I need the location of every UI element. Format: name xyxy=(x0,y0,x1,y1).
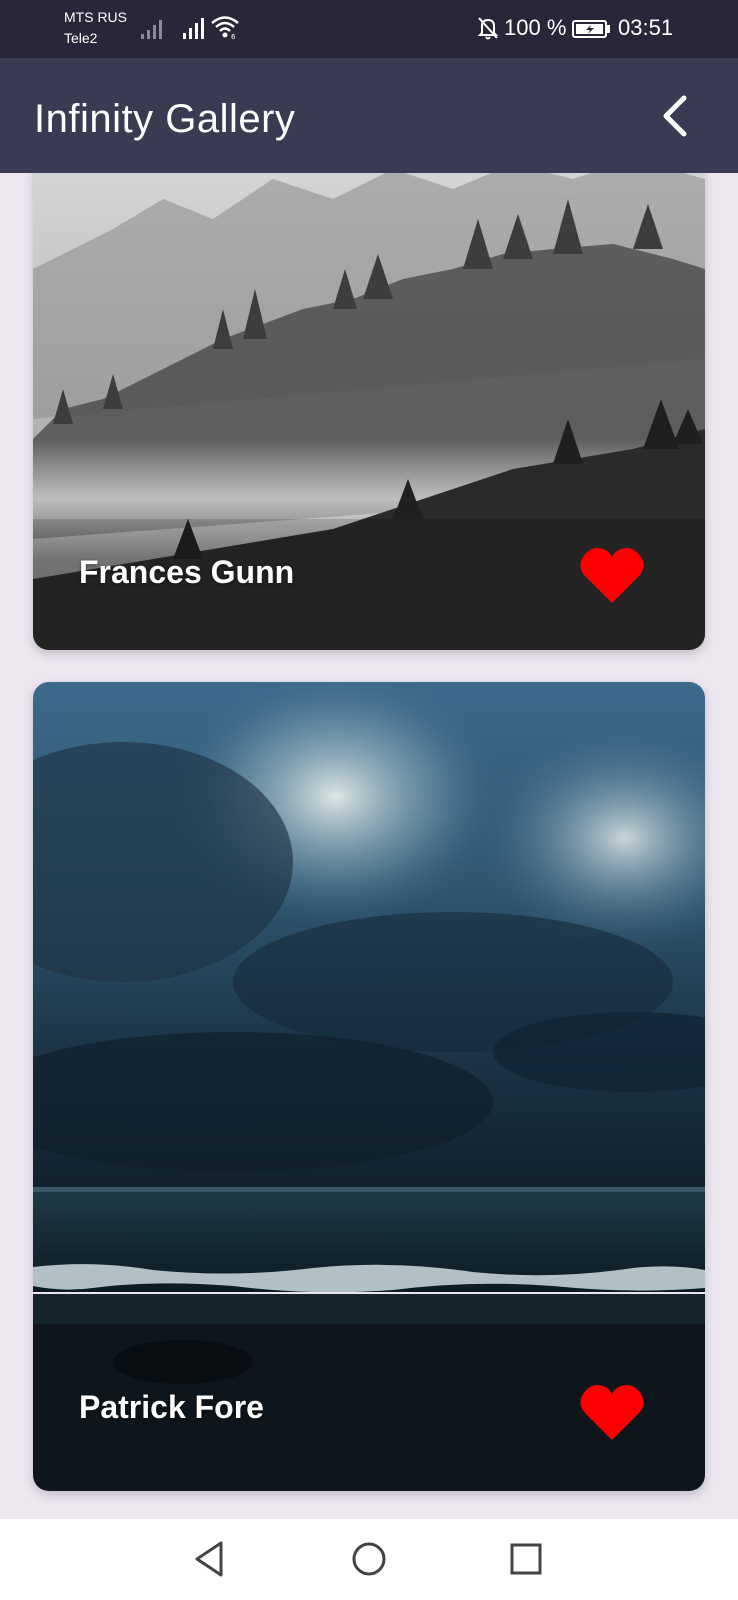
recents-square-icon[interactable] xyxy=(506,1539,546,1579)
wifi-icon: 6 xyxy=(211,16,239,40)
author-name: Frances Gunn xyxy=(79,554,295,590)
photo-stormy-sea[interactable] xyxy=(33,682,705,1491)
heart-icon[interactable] xyxy=(579,545,645,605)
carrier-name-primary: MTS RUS xyxy=(64,9,127,25)
gallery-card[interactable]: Frances Gunn xyxy=(33,173,705,650)
author-name: Patrick Fore xyxy=(79,1389,264,1425)
back-triangle-icon[interactable] xyxy=(191,1539,231,1579)
heart-icon[interactable] xyxy=(579,1382,645,1442)
page-title: Infinity Gallery xyxy=(34,97,296,141)
gallery-card[interactable]: Patrick Fore xyxy=(33,682,705,1491)
status-bar: MTS RUS Tele2 6 100 % 03:51 xyxy=(0,0,738,58)
svg-text:6: 6 xyxy=(231,33,236,40)
carrier-name-secondary: Tele2 xyxy=(64,30,98,46)
notifications-off-icon xyxy=(477,17,499,40)
chevron-left-icon[interactable] xyxy=(654,92,698,140)
home-circle-icon[interactable] xyxy=(349,1539,389,1579)
battery-charging-icon xyxy=(572,20,610,38)
clock: 03:51 xyxy=(618,15,674,40)
app-bar: Infinity Gallery xyxy=(0,58,738,173)
battery-percent: 100 % xyxy=(504,15,567,40)
gallery-feed[interactable]: Frances Gunn xyxy=(0,173,738,1519)
signal-strength-icon xyxy=(183,18,204,39)
signal-strength-icon xyxy=(141,20,162,39)
system-navigation-bar xyxy=(0,1519,738,1600)
